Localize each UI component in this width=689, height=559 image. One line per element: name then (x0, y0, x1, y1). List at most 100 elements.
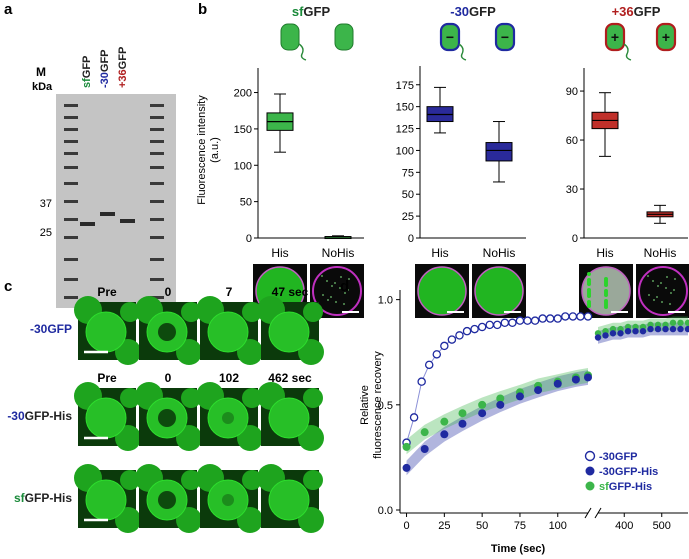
speckle-dot (660, 282, 662, 284)
speckle-dot (327, 299, 329, 301)
point-sfgfp-his (496, 394, 505, 403)
ladder-band-left (64, 296, 78, 299)
point-minus30gfp (561, 312, 570, 321)
speckle-dot (666, 276, 668, 278)
category-label: NoHis (322, 246, 355, 260)
b-ylabel-line2: (a.u.) (209, 137, 221, 163)
axis-break (584, 507, 592, 519)
y-tick-label: 125 (396, 124, 414, 136)
frap-image (257, 296, 324, 365)
cell-flagellum (623, 43, 632, 61)
y-tick-label: 100 (234, 160, 252, 172)
speckle-dot (673, 289, 675, 291)
point-minus30gfp-his (515, 392, 524, 401)
frap-image (74, 464, 141, 533)
point-minus30gfp-his (669, 325, 677, 333)
speckle-dot (322, 294, 324, 296)
ladder-band-right (150, 104, 164, 107)
bleach-spot (158, 409, 176, 427)
droplet-main (207, 311, 249, 353)
point-minus30gfp-his (420, 444, 429, 453)
microscopy-thumbnail (636, 264, 689, 318)
point-minus30gfp-his (402, 463, 411, 472)
speckle-dot (587, 300, 591, 304)
speckle-dot (330, 296, 332, 298)
time-label: Pre (97, 285, 117, 299)
point-minus30gfp (417, 377, 426, 386)
frap-image (135, 464, 202, 533)
speckle-dot (647, 275, 649, 277)
point-minus30gfp-his (654, 325, 662, 333)
ladder-band-right (150, 200, 164, 203)
legend-label-2: sfGFP-His (599, 481, 652, 493)
legend-rest: GFP-His (615, 466, 658, 478)
x-tick-label: 75 (514, 520, 526, 532)
speckle-dot (670, 292, 672, 294)
frap-image (74, 382, 141, 451)
time-label: 0 (165, 285, 172, 299)
speckle-dot (665, 287, 667, 289)
time-label: 462 sec (268, 371, 312, 385)
point-sfgfp-his (478, 400, 487, 409)
frap-image (257, 382, 324, 451)
speckle-dot (334, 282, 336, 284)
category-label: NoHis (483, 246, 516, 260)
y-tick-label: 0 (408, 233, 414, 245)
cell-charge-symbol: − (446, 29, 454, 45)
band-sfgfp (80, 222, 95, 226)
ladder-band-left (64, 182, 78, 185)
legend-rest: GFP (615, 451, 638, 463)
point-sfgfp-his (420, 428, 429, 437)
droplet-bg (303, 302, 323, 322)
y-tick-label: 0 (246, 233, 252, 245)
mw-marker-37: 37 (40, 198, 52, 210)
droplet-main (268, 479, 310, 521)
d-ylabel-line2: fluorescence recovery (372, 351, 384, 459)
point-minus30gfp (470, 324, 479, 334)
microscopy-thumbnail (472, 264, 526, 318)
droplet-bg (120, 470, 140, 490)
y-tick-label: 50 (402, 189, 414, 201)
bleach-spot (158, 323, 176, 341)
ladder-band-right (150, 152, 164, 155)
point-minus30gfp (477, 322, 487, 332)
droplet-bg (242, 388, 262, 408)
droplet-bg (181, 302, 201, 322)
lane-label-prefix: +36 (117, 69, 129, 88)
d-ylabel-line1: Relative (359, 385, 371, 425)
cell-icon (334, 23, 354, 51)
legend-marker (584, 450, 596, 462)
ladder-band-left (64, 200, 78, 203)
droplet-bg (242, 470, 262, 490)
y-tick-label: 90 (566, 86, 578, 98)
lane-label-2: +36GFP (117, 47, 129, 88)
time-label: 7 (226, 285, 233, 299)
ladder-band-left (64, 278, 78, 281)
kda-label: kDa (32, 81, 53, 93)
point-minus30gfp-his (684, 325, 689, 333)
bleach-spot (222, 412, 234, 424)
droplet-bg (181, 470, 201, 490)
lane-label-0: sfGFP (81, 56, 93, 88)
speckle-dot (604, 289, 608, 293)
point-sfgfp-his (684, 319, 689, 326)
point-minus30gfp (538, 314, 547, 323)
point-minus30gfp (568, 312, 578, 321)
cell-icon (604, 22, 626, 52)
box-panel-title: -30GFP (450, 4, 496, 19)
ladder-band-left (64, 128, 78, 131)
speckle-dot (669, 303, 671, 305)
point-minus30gfp-his (662, 325, 669, 333)
point-minus30gfp-his (584, 373, 592, 382)
speckle-dot (321, 275, 323, 277)
point-minus30gfp (508, 318, 517, 328)
droplet-bg (237, 339, 263, 365)
x-tick-label: 0 (403, 520, 409, 532)
point-minus30gfp (545, 314, 555, 323)
panel-letter-d: d (340, 278, 349, 295)
speckle-dot (340, 276, 342, 278)
y-tick-label: 150 (234, 124, 252, 136)
